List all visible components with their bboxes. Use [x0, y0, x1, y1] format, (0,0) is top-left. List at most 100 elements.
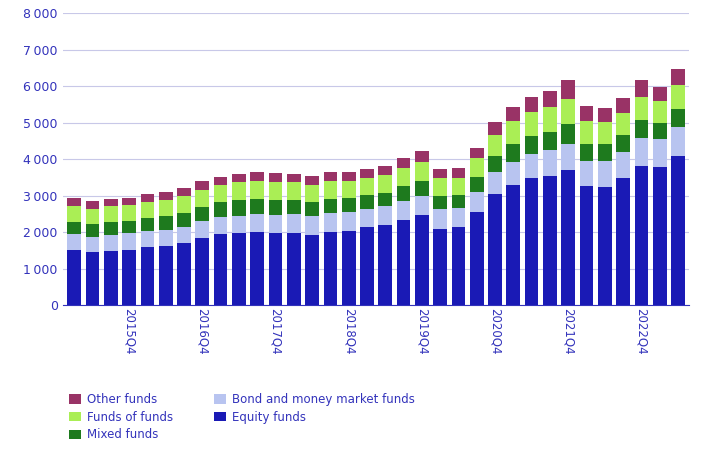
Bar [177, 196, 191, 213]
Bar [378, 166, 392, 175]
Bar [67, 198, 81, 206]
Bar [378, 225, 392, 305]
Bar [323, 232, 337, 305]
Bar [159, 246, 172, 305]
Bar [159, 230, 172, 246]
Bar [342, 172, 356, 181]
Bar [415, 151, 429, 162]
Bar [323, 180, 337, 199]
Bar [451, 178, 465, 195]
Bar [580, 161, 593, 186]
Bar [269, 182, 283, 199]
Bar [451, 168, 465, 178]
Bar [561, 170, 575, 305]
Bar [360, 195, 374, 209]
Bar [543, 91, 557, 107]
Bar [378, 193, 392, 207]
Bar [323, 172, 337, 180]
Bar [671, 156, 685, 305]
Bar [250, 199, 264, 215]
Bar [543, 176, 557, 305]
Bar [360, 178, 374, 195]
Bar [159, 216, 172, 230]
Bar [524, 97, 538, 112]
Bar [232, 182, 246, 200]
Bar [470, 148, 484, 158]
Bar [524, 136, 538, 154]
Bar [617, 113, 630, 135]
Bar [598, 122, 612, 145]
Bar [543, 132, 557, 150]
Bar [177, 243, 191, 305]
Bar [617, 178, 630, 305]
Bar [433, 229, 447, 305]
Bar [671, 84, 685, 109]
Bar [598, 161, 612, 187]
Bar [122, 205, 136, 221]
Bar [323, 213, 337, 232]
Bar [653, 101, 666, 123]
Bar [141, 202, 154, 218]
Bar [598, 108, 612, 122]
Bar [451, 208, 465, 227]
Bar [524, 154, 538, 178]
Bar [396, 186, 411, 201]
Bar [415, 195, 429, 215]
Bar [488, 194, 502, 305]
Legend: Other funds, Funds of funds, Mixed funds, Bond and money market funds, Equity fu: Other funds, Funds of funds, Mixed funds… [69, 393, 415, 441]
Bar [122, 233, 136, 250]
Bar [561, 99, 575, 124]
Bar [488, 135, 502, 156]
Bar [671, 69, 685, 84]
Bar [287, 200, 301, 215]
Bar [653, 167, 666, 305]
Bar [232, 233, 246, 305]
Bar [86, 237, 99, 252]
Bar [214, 234, 228, 305]
Bar [305, 176, 319, 185]
Bar [67, 206, 81, 222]
Bar [451, 227, 465, 305]
Bar [269, 233, 283, 305]
Bar [195, 207, 209, 221]
Bar [415, 215, 429, 305]
Bar [104, 234, 117, 251]
Bar [342, 181, 356, 198]
Bar [305, 235, 319, 305]
Bar [232, 174, 246, 182]
Bar [506, 145, 520, 162]
Bar [104, 199, 117, 207]
Bar [635, 97, 648, 120]
Bar [250, 172, 264, 181]
Bar [250, 181, 264, 199]
Bar [561, 80, 575, 99]
Bar [86, 201, 99, 209]
Bar [269, 215, 283, 233]
Bar [580, 144, 593, 161]
Bar [250, 232, 264, 305]
Bar [214, 176, 228, 185]
Bar [470, 177, 484, 192]
Bar [396, 220, 411, 305]
Bar [580, 186, 593, 305]
Bar [159, 192, 172, 200]
Bar [104, 207, 117, 222]
Bar [141, 218, 154, 231]
Bar [159, 200, 172, 216]
Bar [342, 212, 356, 230]
Bar [396, 158, 411, 168]
Bar [617, 152, 630, 178]
Bar [598, 187, 612, 305]
Bar [195, 181, 209, 189]
Bar [287, 233, 301, 305]
Bar [433, 209, 447, 229]
Bar [342, 198, 356, 212]
Bar [488, 122, 502, 135]
Bar [470, 192, 484, 212]
Bar [561, 124, 575, 144]
Bar [287, 174, 301, 182]
Bar [415, 162, 429, 180]
Bar [86, 252, 99, 305]
Bar [67, 222, 81, 234]
Bar [653, 139, 666, 167]
